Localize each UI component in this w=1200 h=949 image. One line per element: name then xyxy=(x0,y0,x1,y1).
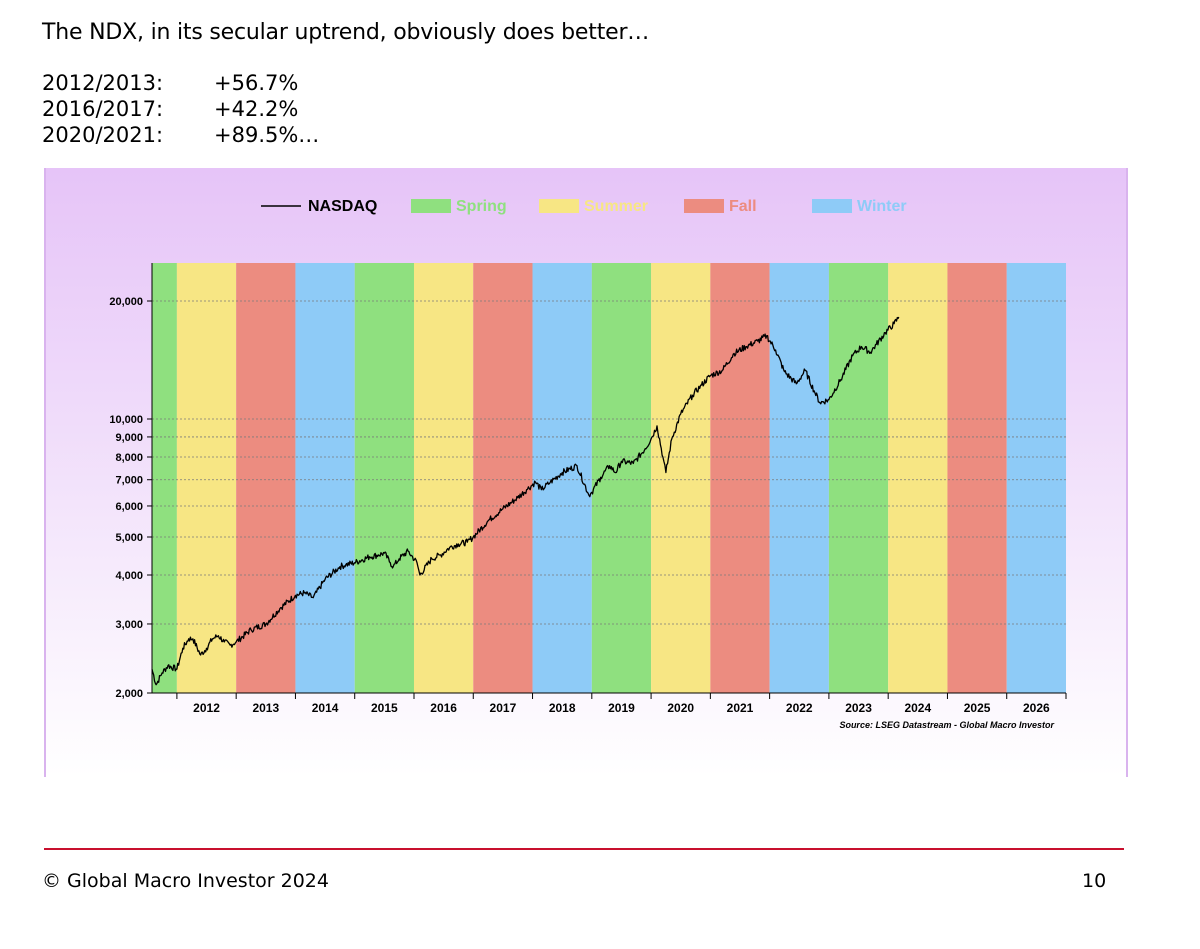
stat-period: 2016/2017: xyxy=(42,97,164,121)
copyright: © Global Macro Investor 2024 xyxy=(42,870,329,892)
x-tick-label: 2020 xyxy=(667,701,694,715)
x-tick-label: 2021 xyxy=(727,701,754,715)
legend-label-fall: Fall xyxy=(729,198,757,215)
x-tick-label: 2016 xyxy=(430,701,457,715)
stat-period: 2012/2013: xyxy=(42,71,164,95)
season-band-fall xyxy=(236,263,296,693)
stat-value: +56.7% xyxy=(214,71,299,95)
season-band-winter xyxy=(769,263,829,693)
y-tick-label: 20,000 xyxy=(109,296,143,308)
performance-stats: 2012/2013: +56.7% 2016/2017: +42.2% 2020… xyxy=(42,70,319,148)
season-band-winter xyxy=(1006,263,1066,693)
page-number: 10 xyxy=(1082,870,1107,892)
season-band-winter xyxy=(295,263,355,693)
season-band-fall xyxy=(947,263,1007,693)
x-tick-label: 2023 xyxy=(845,701,872,715)
y-tick-label: 9,000 xyxy=(115,432,143,444)
x-tick-label: 2013 xyxy=(252,701,279,715)
x-tick-label: 2022 xyxy=(786,701,813,715)
season-band-summer xyxy=(176,263,237,693)
season-band-spring xyxy=(354,263,414,693)
legend-swatch-fall xyxy=(684,199,724,213)
x-tick-label: 2025 xyxy=(964,701,991,715)
legend-swatch-summer xyxy=(539,199,579,213)
y-tick-label: 4,000 xyxy=(115,570,143,582)
stat-row-2016: 2016/2017: +42.2% xyxy=(42,96,319,122)
x-tick-label: 2017 xyxy=(490,701,517,715)
x-tick-label: 2018 xyxy=(549,701,576,715)
x-tick-label: 2026 xyxy=(1023,701,1050,715)
season-band-summer xyxy=(888,263,948,693)
footer-rule xyxy=(44,848,1124,850)
x-tick-label: 2019 xyxy=(608,701,635,715)
stat-period: 2020/2021: xyxy=(42,123,164,147)
legend-label-summer: Summer xyxy=(584,198,648,215)
y-tick-label: 5,000 xyxy=(115,532,143,544)
season-band-spring xyxy=(152,263,177,693)
y-tick-label: 6,000 xyxy=(115,501,143,513)
nasdaq-series-line xyxy=(151,316,900,686)
legend-label-winter: Winter xyxy=(857,198,907,215)
x-tick-label: 2015 xyxy=(371,701,398,715)
y-tick-label: 10,000 xyxy=(109,414,143,426)
nasdaq-seasons-chart: 2,000 3,000 4,000 5,000 6,000 7,000 8,000 9,000… xyxy=(109,198,1067,730)
stat-value: +42.2% xyxy=(214,97,299,121)
legend-label-spring: Spring xyxy=(456,198,507,215)
stat-value: +89.5%… xyxy=(214,123,320,147)
season-band-fall xyxy=(473,263,533,693)
x-tick-label: 2024 xyxy=(904,701,931,715)
y-tick-label: 7,000 xyxy=(115,475,143,487)
slide-headline: The NDX, in its secular uptrend, obvious… xyxy=(42,20,650,45)
season-band-summer xyxy=(413,263,474,693)
season-band-summer xyxy=(651,263,711,693)
x-tick-label: 2014 xyxy=(312,701,339,715)
x-tick-label: 2012 xyxy=(193,701,220,715)
y-tick-label: 8,000 xyxy=(115,452,143,464)
legend-label-nasdaq: NASDAQ xyxy=(308,198,377,215)
legend-swatch-spring xyxy=(411,199,451,213)
stat-row-2020: 2020/2021: +89.5%… xyxy=(42,122,319,148)
y-tick-label: 3,000 xyxy=(115,619,143,631)
source-note: Source: LSEG Datastream - Global Macro I… xyxy=(839,720,1054,730)
legend-swatch-winter xyxy=(812,199,852,213)
season-band-winter xyxy=(532,263,592,693)
chart-panel: 2,000 3,000 4,000 5,000 6,000 7,000 8,000 9,000… xyxy=(44,168,1128,777)
y-tick-label: 2,000 xyxy=(115,688,143,700)
season-band-spring xyxy=(828,263,889,693)
season-band-fall xyxy=(710,263,770,693)
stat-row-2012: 2012/2013: +56.7% xyxy=(42,70,319,96)
